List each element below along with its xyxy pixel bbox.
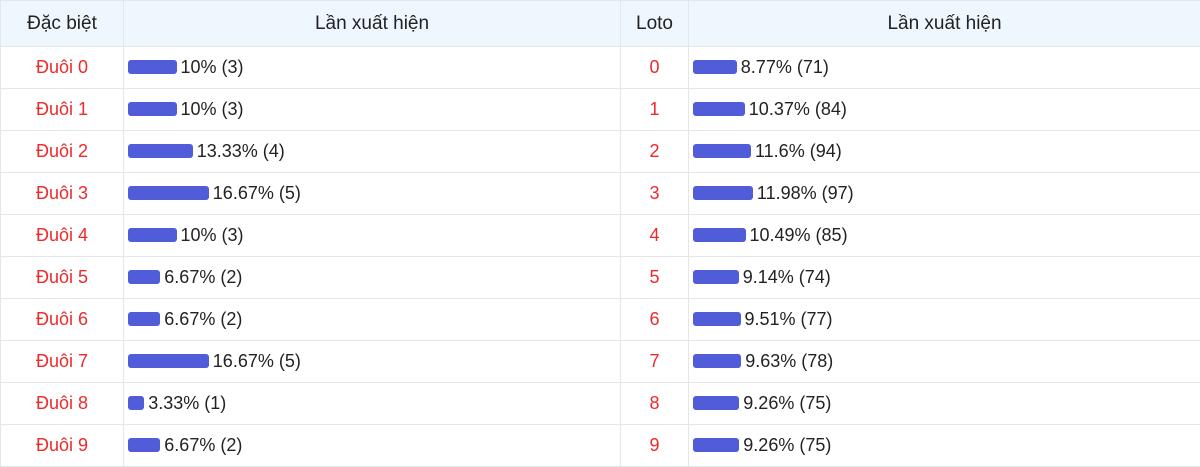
dac-biet-text: 10% (3) [180,99,244,119]
dac-biet-bar [128,438,161,452]
dac-biet-label: Đuôi 6 [0,298,124,341]
loto-value: 10.37% (84) [688,88,1200,131]
dac-biet-bar [128,396,145,410]
loto-bar [693,186,753,200]
loto-text: 9.63% (78) [745,351,834,371]
loto-bar [693,396,740,410]
loto-value: 9.26% (75) [688,382,1200,425]
dac-biet-label: Đuôi 8 [0,382,124,425]
dac-biet-bar [128,270,161,284]
loto-value: 9.63% (78) [688,340,1200,383]
loto-bar [693,102,745,116]
dac-biet-bar [128,228,177,242]
table-row: Đuôi 9 6.67% (2) 9 9.26% (75) [0,424,1200,467]
loto-label: 1 [620,88,689,131]
loto-text: 10.37% (84) [748,99,847,119]
table-row: Đuôi 0 10% (3) 0 8.77% (71) [0,46,1200,89]
header-loto: Loto [620,0,689,47]
dac-biet-value: 6.67% (2) [123,298,621,341]
header-occurrences: Lần xuất hiện [123,0,621,47]
loto-value: 11.98% (97) [688,172,1200,215]
dac-biet-value: 13.33% (4) [123,130,621,173]
dac-biet-bar [128,354,209,368]
dac-biet-value: 16.67% (5) [123,340,621,383]
dac-biet-value: 6.67% (2) [123,256,621,299]
loto-text: 9.26% (75) [743,393,832,413]
dac-biet-label: Đuôi 9 [0,424,124,467]
loto-label: 0 [620,46,689,89]
dac-biet-label: Đuôi 7 [0,340,124,383]
dac-biet-value: 6.67% (2) [123,424,621,467]
dac-biet-label: Đuôi 1 [0,88,124,131]
loto-label: 7 [620,340,689,383]
table-row: Đuôi 4 10% (3) 4 10.49% (85) [0,214,1200,257]
dac-biet-value: 10% (3) [123,88,621,131]
loto-bar [693,312,741,326]
dac-biet-bar [128,60,177,74]
loto-bar [693,60,737,74]
loto-text: 10.49% (85) [749,225,848,245]
header-row: Đặc biệt Lần xuất hiện Loto Lần xuất hiệ… [0,0,1200,47]
dac-biet-value: 10% (3) [123,46,621,89]
loto-value: 8.77% (71) [688,46,1200,89]
loto-text: 9.51% (77) [744,309,833,329]
loto-text: 9.14% (74) [742,267,831,287]
dac-biet-text: 10% (3) [180,57,244,77]
dac-biet-text: 3.33% (1) [148,393,227,413]
loto-value: 9.14% (74) [688,256,1200,299]
dac-biet-bar [128,186,209,200]
header-occurrences-loto: Lần xuất hiện [688,0,1200,47]
dac-biet-text: 6.67% (2) [164,309,243,329]
table-row: Đuôi 1 10% (3) 1 10.37% (84) [0,88,1200,131]
loto-bar [693,438,740,452]
dac-biet-text: 16.67% (5) [212,351,301,371]
loto-label: 4 [620,214,689,257]
table-row: Đuôi 2 13.33% (4) 2 11.6% (94) [0,130,1200,173]
dac-biet-bar [128,312,161,326]
dac-biet-label: Đuôi 4 [0,214,124,257]
dac-biet-label: Đuôi 3 [0,172,124,215]
dac-biet-text: 16.67% (5) [212,183,301,203]
dac-biet-bar [128,102,177,116]
loto-label: 3 [620,172,689,215]
loto-text: 8.77% (71) [740,57,829,77]
loto-text: 9.26% (75) [743,435,832,455]
dac-biet-text: 13.33% (4) [196,141,285,161]
loto-label: 6 [620,298,689,341]
loto-value: 9.26% (75) [688,424,1200,467]
dac-biet-text: 10% (3) [180,225,244,245]
dac-biet-label: Đuôi 2 [0,130,124,173]
dac-biet-value: 3.33% (1) [123,382,621,425]
table-row: Đuôi 7 16.67% (5) 7 9.63% (78) [0,340,1200,383]
dac-biet-label: Đuôi 5 [0,256,124,299]
dac-biet-value: 10% (3) [123,214,621,257]
loto-label: 5 [620,256,689,299]
table-row: Đuôi 8 3.33% (1) 8 9.26% (75) [0,382,1200,425]
dac-biet-text: 6.67% (2) [164,267,243,287]
loto-value: 11.6% (94) [688,130,1200,173]
loto-label: 8 [620,382,689,425]
loto-label: 2 [620,130,689,173]
dac-biet-text: 6.67% (2) [164,435,243,455]
dac-biet-bar [128,144,193,158]
table-row: Đuôi 5 6.67% (2) 5 9.14% (74) [0,256,1200,299]
loto-bar [693,228,746,242]
loto-bar [693,354,742,368]
loto-value: 9.51% (77) [688,298,1200,341]
dac-biet-label: Đuôi 0 [0,46,124,89]
table-row: Đuôi 3 16.67% (5) 3 11.98% (97) [0,172,1200,215]
header-dac-biet: Đặc biệt [0,0,124,47]
loto-label: 9 [620,424,689,467]
loto-bar [693,270,739,284]
loto-text: 11.98% (97) [756,183,854,203]
loto-text: 11.6% (94) [755,141,842,161]
loto-bar [693,144,751,158]
dac-biet-value: 16.67% (5) [123,172,621,215]
table-row: Đuôi 6 6.67% (2) 6 9.51% (77) [0,298,1200,341]
loto-value: 10.49% (85) [688,214,1200,257]
